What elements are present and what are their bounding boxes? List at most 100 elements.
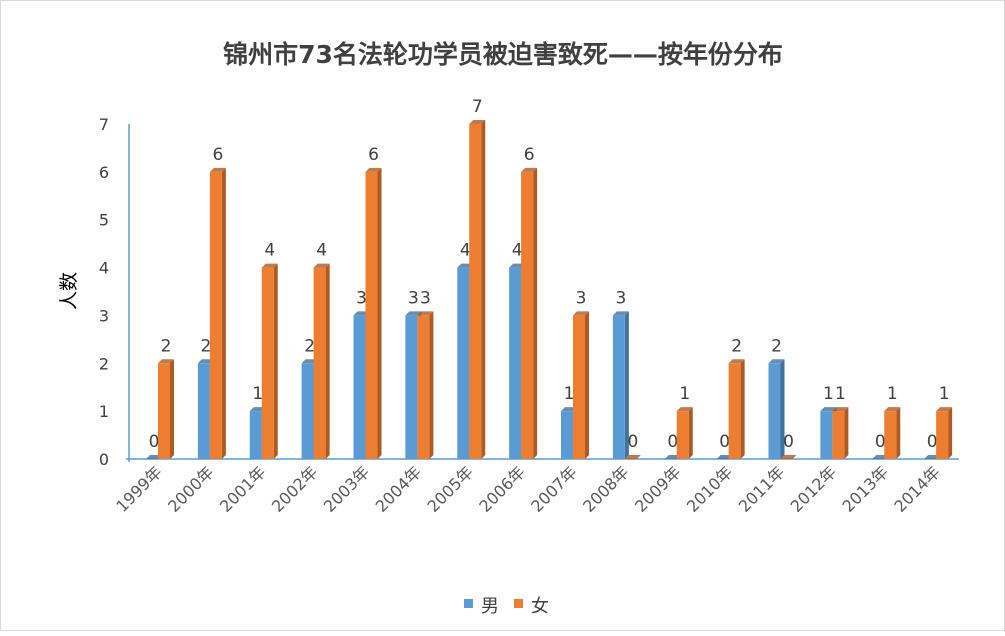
data-label: 2	[161, 336, 172, 356]
bar-top	[612, 311, 629, 316]
data-label: 1	[252, 384, 263, 404]
bar-top	[573, 311, 589, 316]
data-label: 1	[835, 384, 846, 404]
bar-side	[377, 167, 382, 459]
y-tick-label: 7	[99, 115, 109, 134]
data-label: 0	[875, 432, 886, 452]
bar-female	[832, 411, 845, 459]
data-label: 4	[512, 241, 523, 261]
x-tick-label: 2010年	[683, 462, 737, 516]
bar-male	[872, 459, 885, 460]
bar-female	[417, 315, 430, 459]
y-tick-label: 3	[99, 306, 109, 325]
bar-male	[924, 459, 937, 460]
bar-top	[405, 311, 422, 316]
bar-top	[780, 455, 797, 459]
bar-male	[249, 411, 262, 459]
data-label: 6	[524, 145, 535, 165]
bar-side	[624, 311, 629, 459]
data-label: 2	[200, 336, 211, 356]
data-label: 6	[368, 145, 379, 165]
data-label: 6	[212, 145, 223, 165]
data-label: 3	[615, 288, 626, 308]
bar-female	[728, 363, 741, 459]
bar-side	[688, 407, 693, 459]
bar-top	[261, 263, 278, 268]
bar-top	[820, 407, 837, 412]
bar-top	[209, 167, 226, 172]
bar-side	[585, 311, 589, 459]
bar-female	[573, 315, 585, 459]
data-label: 1	[823, 384, 834, 404]
data-label: 1	[564, 384, 575, 404]
bar-female	[676, 411, 689, 459]
bar-male	[353, 315, 366, 459]
data-label: 4	[264, 241, 275, 261]
y-tick-label: 0	[99, 450, 109, 469]
bar-top	[676, 407, 693, 412]
x-tick-label: 2013年	[838, 462, 892, 516]
x-tick-label: 2012年	[787, 462, 841, 516]
bar-male	[716, 459, 729, 460]
data-label: 1	[939, 384, 950, 404]
bar-side	[481, 120, 486, 459]
bar-top	[313, 263, 330, 268]
bar-top	[884, 407, 901, 412]
bar-side	[896, 407, 901, 459]
bar-male	[301, 363, 314, 459]
bar-top	[728, 359, 745, 364]
x-tick-label: 2002年	[268, 462, 322, 516]
data-label: 2	[304, 336, 315, 356]
x-tick-label: 2004年	[372, 462, 426, 516]
bar-side	[844, 407, 849, 459]
data-label: 3	[408, 288, 419, 308]
bar-top	[624, 455, 641, 459]
data-label: 3	[420, 288, 431, 308]
x-tick-label: 2009年	[631, 462, 685, 516]
bar-female	[365, 171, 378, 459]
bar-female	[884, 411, 897, 459]
data-label: 2	[771, 336, 782, 356]
bar-female	[936, 411, 949, 459]
bar-female	[158, 363, 170, 459]
y-tick-label: 5	[99, 211, 109, 230]
bar-side	[740, 359, 745, 459]
bar-female	[624, 459, 637, 460]
data-label: 2	[731, 336, 742, 356]
data-label: 3	[356, 288, 367, 308]
bar-female	[209, 171, 222, 459]
x-tick-label: 2001年	[216, 462, 270, 516]
legend-swatch	[514, 599, 523, 608]
y-tick-label: 1	[99, 402, 109, 421]
y-tick-label: 4	[99, 259, 109, 278]
x-tick-label: 2007年	[527, 462, 581, 516]
x-tick-label: 2000年	[164, 462, 218, 516]
bar-side	[429, 311, 434, 459]
x-tick-label: 2011年	[735, 462, 789, 516]
bar-top	[768, 359, 785, 364]
bar-top	[936, 407, 953, 412]
legend-swatch	[464, 599, 473, 608]
x-tick-label: 2008年	[579, 462, 633, 516]
bar-top	[158, 359, 174, 364]
bar-female	[313, 267, 326, 459]
chart-title: 锦州市73名法轮功学员被迫害致死——按年份分布	[223, 40, 783, 69]
data-label: 1	[679, 384, 690, 404]
bar-male	[146, 459, 158, 460]
bar-side	[273, 263, 278, 459]
bar-female	[261, 267, 274, 459]
bar-side	[325, 263, 330, 459]
x-tick-label: 2003年	[320, 462, 374, 516]
y-tick-label: 6	[99, 163, 109, 182]
legend: 男女	[464, 596, 549, 617]
bar-top	[521, 167, 538, 172]
bar-side	[780, 359, 785, 459]
bar-female	[469, 124, 482, 459]
bar-male	[561, 411, 573, 459]
bar-male	[457, 267, 470, 459]
data-label: 0	[719, 432, 730, 452]
bar-top	[365, 167, 382, 172]
data-label: 0	[667, 432, 678, 452]
plot-area: 01234567021999年262000年142001年242002年3620…	[99, 97, 959, 516]
